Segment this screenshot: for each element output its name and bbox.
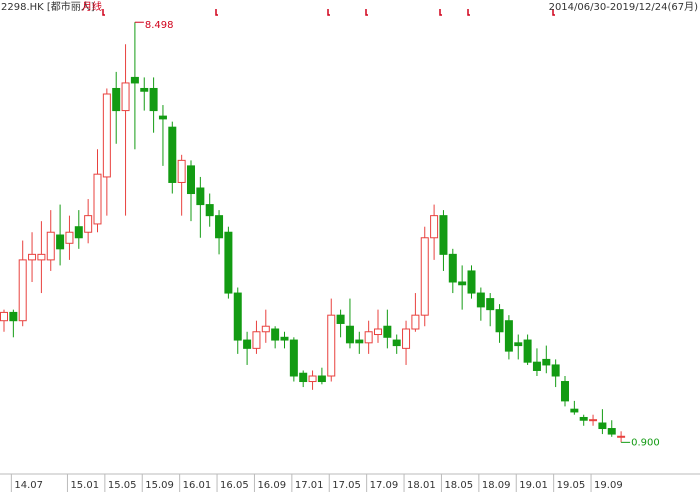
- candle-body: [430, 215, 439, 239]
- candle-body: [579, 416, 588, 421]
- candle-body: [168, 126, 177, 183]
- candle-body: [299, 372, 308, 383]
- candle-body: [289, 339, 298, 377]
- candle-body: [271, 328, 280, 341]
- candle-body: [411, 314, 420, 330]
- candle-body: [0, 311, 8, 322]
- candle-body: [252, 331, 261, 349]
- date-range: 2014/06/30-2019/12/24(67月): [549, 1, 699, 13]
- x-tick-label: 15.09: [145, 480, 174, 491]
- event-marker: [102, 9, 105, 16]
- x-tick-label: 19.05: [557, 480, 586, 491]
- x-tick-label: 19.01: [519, 480, 548, 491]
- chart-title: 2298.HK [都市丽人]: [1, 0, 95, 13]
- candle-body: [65, 231, 74, 244]
- candle-body: [542, 358, 551, 366]
- candle-body: [570, 408, 579, 413]
- candle-body: [308, 375, 317, 383]
- candle-body: [551, 364, 560, 377]
- candle-body: [205, 204, 214, 217]
- candle-body: [523, 339, 532, 363]
- candle-body: [177, 159, 186, 183]
- x-tick-label: 18.05: [444, 480, 473, 491]
- x-tick-label: 17.01: [295, 480, 324, 491]
- candle-body: [317, 375, 326, 383]
- candle-body: [589, 419, 598, 422]
- candle-body: [233, 292, 242, 341]
- event-marker: [365, 9, 368, 16]
- candle-body: [420, 237, 429, 316]
- candle-body: [607, 428, 616, 435]
- x-tick-label: 18.01: [407, 480, 436, 491]
- event-markers: [102, 9, 555, 16]
- x-tick-label: 16.05: [220, 480, 249, 491]
- candle-body: [56, 234, 65, 250]
- candle-body: [140, 87, 149, 92]
- candle-body: [37, 253, 46, 261]
- candle-body: [158, 115, 167, 120]
- candle-body: [224, 231, 233, 294]
- chart-subtitle: 月线: [82, 0, 102, 13]
- x-tick-label: 14.07: [14, 480, 43, 491]
- candle-body: [280, 336, 289, 341]
- x-tick-label: 17.05: [332, 480, 361, 491]
- event-marker: [552, 9, 555, 16]
- candle-body: [102, 93, 111, 178]
- annotation-label: 8.498: [145, 20, 174, 31]
- candle-body: [28, 253, 37, 261]
- x-tick-label: 17.09: [370, 480, 399, 491]
- event-marker: [467, 9, 470, 16]
- candle-body: [392, 339, 401, 347]
- candle-body: [532, 361, 541, 371]
- candle-body: [514, 342, 523, 347]
- candle-body: [364, 331, 373, 344]
- candle-body: [187, 165, 195, 195]
- x-tick-label: 18.09: [482, 480, 511, 491]
- candle-body: [18, 259, 27, 322]
- candle-body: [439, 215, 448, 255]
- candle-body: [374, 328, 382, 336]
- x-tick-label: 15.05: [108, 480, 137, 491]
- candle-body: [486, 298, 495, 311]
- candle-body: [261, 325, 270, 333]
- event-marker: [215, 9, 218, 16]
- candle-body: [46, 231, 55, 261]
- candle-body: [617, 435, 626, 438]
- x-tick-label: 16.01: [183, 480, 212, 491]
- candle-body: [84, 215, 93, 233]
- candle-body: [112, 87, 121, 112]
- candle-body: [383, 325, 392, 338]
- candle-body: [196, 187, 205, 206]
- candle-body: [476, 292, 485, 308]
- candle-body: [598, 422, 607, 430]
- annotation-label: 0.900: [631, 437, 660, 448]
- candle-body: [149, 87, 158, 112]
- candle-body: [458, 281, 467, 286]
- candle-body: [327, 314, 336, 377]
- candle-body: [355, 339, 364, 344]
- candle-body: [504, 320, 513, 352]
- event-marker: [327, 9, 330, 16]
- candle-body: [74, 226, 83, 239]
- candle-body: [336, 314, 345, 324]
- x-tick-label: 15.01: [70, 480, 99, 491]
- candle-body: [467, 270, 476, 294]
- candle-body: [215, 215, 224, 239]
- candle-body: [448, 253, 457, 283]
- candle-body: [561, 381, 569, 402]
- x-tick-label: 19.09: [594, 480, 623, 491]
- candle-body: [93, 173, 102, 225]
- candle-body: [9, 311, 18, 322]
- candle-body: [402, 328, 411, 349]
- candle-body: [130, 76, 139, 84]
- event-marker: [439, 9, 442, 16]
- candle-body: [121, 82, 130, 112]
- x-tick-label: 16.09: [257, 480, 286, 491]
- candle-body: [243, 339, 252, 349]
- candle-body: [345, 325, 354, 344]
- candle-body: [495, 309, 504, 333]
